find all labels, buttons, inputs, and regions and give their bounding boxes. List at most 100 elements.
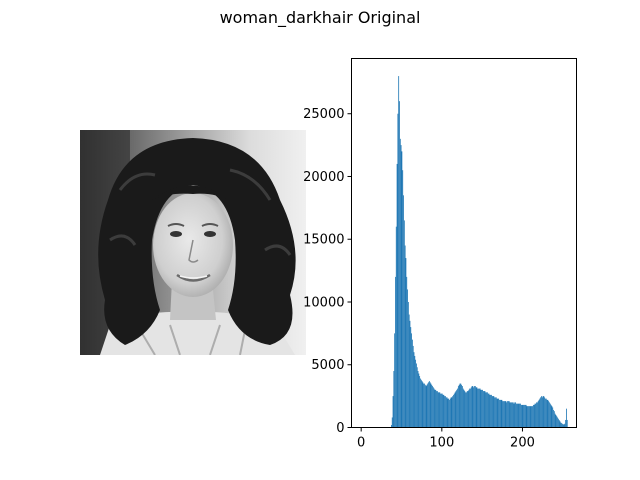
histogram-bar (413, 352, 415, 428)
histogram-bar (478, 388, 480, 428)
histogram-bar (457, 388, 458, 428)
histogram-bar (421, 381, 423, 428)
histogram-bar (402, 170, 404, 428)
x-tick-label: 200 (510, 436, 535, 451)
histogram-bar (552, 407, 554, 428)
histogram-bar (488, 393, 490, 428)
histogram-bar (437, 392, 439, 428)
histogram-bar (439, 392, 441, 428)
y-tick-label: 20000 (303, 170, 344, 185)
histogram-bar (466, 392, 467, 428)
histogram-bar (478, 388, 479, 428)
histogram-bar (434, 389, 436, 428)
histogram-bar (400, 145, 402, 428)
histogram-bar (407, 289, 408, 428)
histogram-bar (503, 401, 504, 428)
histogram-bar (416, 363, 417, 428)
histogram-bar (528, 406, 529, 428)
histogram-bar (493, 396, 495, 428)
histogram-bar (526, 406, 528, 428)
histogram-bar (453, 393, 455, 428)
histogram-bar (495, 397, 497, 428)
histogram-bar (481, 389, 483, 428)
histogram-bar (491, 394, 492, 428)
histogram-bar (502, 401, 504, 428)
histogram-bar (409, 320, 411, 428)
histogram-bar (446, 397, 448, 428)
histogram-bar (422, 382, 424, 428)
histogram-bar (449, 398, 451, 428)
histogram-bar (461, 384, 462, 428)
y-tick-label: 0 (336, 421, 344, 436)
y-tick-label: 25000 (303, 107, 344, 122)
histogram-bar (468, 389, 470, 428)
histogram-bar (428, 381, 430, 428)
histogram-bar (454, 392, 456, 428)
histogram-bar (516, 403, 517, 428)
histogram-bar (398, 76, 400, 428)
histogram-bar (457, 386, 459, 428)
histogram-bar (515, 402, 517, 428)
histogram-bar (545, 398, 547, 428)
histogram-bar (512, 402, 514, 428)
histogram-bar (453, 394, 454, 428)
histogram-bar (499, 399, 500, 428)
histogram-bar (440, 393, 442, 428)
histogram-bar (426, 384, 428, 428)
histogram-bar (462, 388, 464, 428)
plot-frame (351, 58, 577, 428)
histogram-bar (441, 393, 443, 428)
histogram-bar (546, 399, 548, 428)
histogram-bar (406, 276, 408, 428)
histogram-bar (467, 391, 469, 428)
histogram-bar (564, 423, 566, 428)
y-tick-label: 10000 (303, 295, 344, 310)
y-tick-label: 5000 (311, 358, 344, 373)
histogram-bar (424, 383, 425, 428)
histogram-bar (480, 389, 482, 428)
histogram-bar (542, 396, 544, 428)
histogram-bar (510, 402, 512, 428)
histogram-bar (456, 389, 458, 428)
histogram-bar (511, 402, 513, 428)
histogram-bar (563, 424, 565, 428)
histogram-bar (566, 408, 567, 428)
histogram-bar (432, 386, 433, 428)
histogram-bar (517, 403, 519, 428)
histogram-bar (392, 396, 394, 428)
histogram-bar (397, 113, 399, 428)
histogram-bar (496, 398, 498, 428)
histogram-bar (393, 371, 395, 428)
histogram-bar (548, 401, 550, 428)
histogram-bar (560, 422, 562, 428)
histogram-bar (452, 396, 454, 428)
histogram-bar (410, 327, 412, 428)
histogram-bar (511, 402, 512, 428)
histogram-bar (428, 382, 429, 428)
histogram-bar (427, 383, 429, 428)
histogram-bar (507, 401, 508, 428)
histogram-bar (489, 394, 491, 428)
histogram-bar (408, 314, 410, 428)
histogram-bar (431, 384, 433, 428)
histogram-bar (557, 418, 559, 428)
histogram-bar (438, 392, 440, 428)
histogram-bar (544, 397, 546, 428)
histogram-bar (525, 404, 527, 428)
histogram-bar (423, 383, 425, 428)
histogram-bar (391, 417, 393, 428)
histogram-bar (460, 383, 462, 428)
histogram-bar (504, 401, 506, 428)
histogram-bar (549, 403, 551, 428)
histogram-bar (499, 399, 501, 428)
histogram-bar (538, 399, 540, 428)
histogram-bar (486, 392, 488, 428)
histogram-bar (524, 404, 526, 428)
histogram-bar (475, 387, 477, 428)
histogram-bar (530, 406, 532, 428)
histogram-bar (483, 391, 485, 428)
histogram-bar (494, 397, 496, 428)
histogram-bar (539, 398, 541, 428)
histogram-bar (491, 396, 493, 428)
